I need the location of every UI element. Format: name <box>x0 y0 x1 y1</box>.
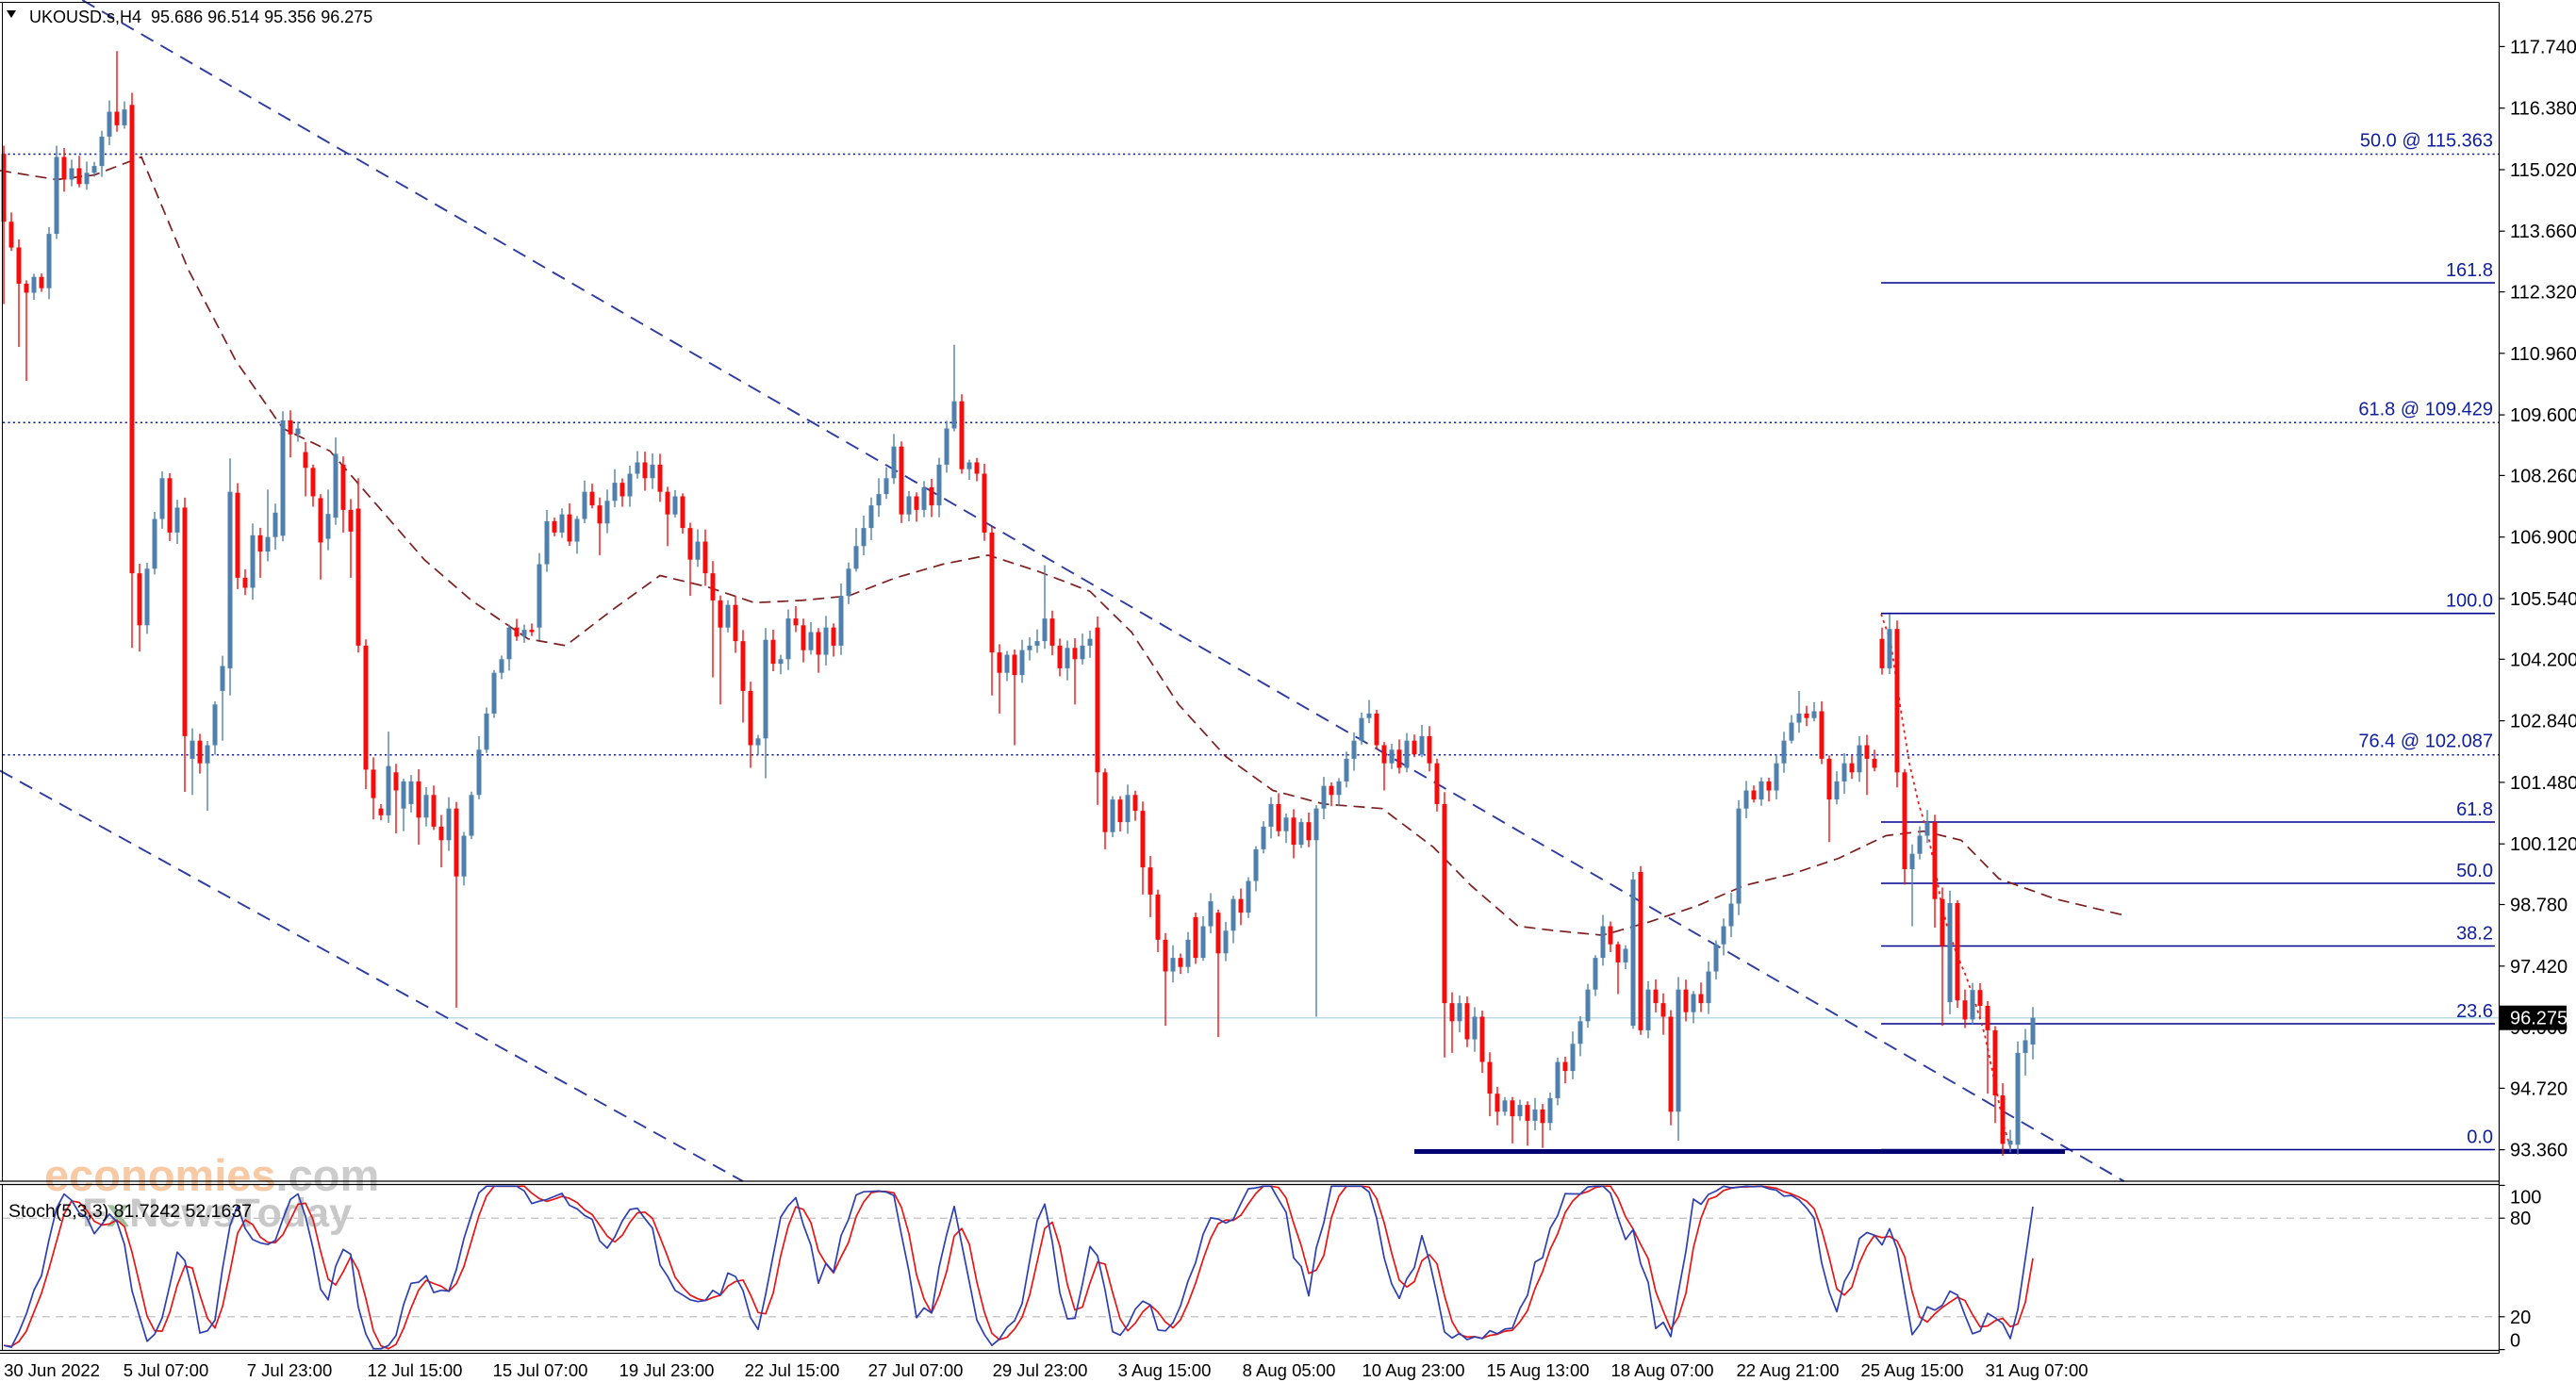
svg-text:100.120: 100.120 <box>2510 834 2576 855</box>
svg-text:61.8: 61.8 <box>2456 799 2493 820</box>
svg-text:12 Jul 15:00: 12 Jul 15:00 <box>368 1360 463 1380</box>
svg-text:105.540: 105.540 <box>2510 589 2576 610</box>
svg-text:161.8: 161.8 <box>2446 260 2493 281</box>
svg-text:8 Aug 05:00: 8 Aug 05:00 <box>1243 1360 1336 1380</box>
svg-text:0: 0 <box>2510 1331 2520 1352</box>
svg-text:104.200: 104.200 <box>2510 650 2576 670</box>
svg-text:117.740: 117.740 <box>2510 37 2576 58</box>
svg-text:50.0 @ 115.363: 50.0 @ 115.363 <box>2360 131 2493 152</box>
svg-text:100.0: 100.0 <box>2446 591 2493 612</box>
svg-text:Stoch(5,3,3) 81.7242 52.1637: Stoch(5,3,3) 81.7242 52.1637 <box>8 1201 252 1222</box>
svg-text:61.8 @ 109.429: 61.8 @ 109.429 <box>2358 399 2493 420</box>
svg-text:22 Aug 21:00: 22 Aug 21:00 <box>1736 1360 1839 1380</box>
svg-text:30 Jun 2022: 30 Jun 2022 <box>4 1360 100 1380</box>
svg-text:10 Aug 23:00: 10 Aug 23:00 <box>1362 1360 1464 1380</box>
svg-text:101.480: 101.480 <box>2510 773 2576 794</box>
svg-text:31 Aug 07:00: 31 Aug 07:00 <box>1985 1360 2088 1380</box>
svg-text:18 Aug 07:00: 18 Aug 07:00 <box>1610 1360 1713 1380</box>
svg-text:25 Aug 15:00: 25 Aug 15:00 <box>1860 1360 1963 1380</box>
svg-text:23.6: 23.6 <box>2456 1001 2493 1022</box>
svg-text:102.840: 102.840 <box>2510 712 2576 732</box>
svg-text:96.275: 96.275 <box>2510 1009 2568 1029</box>
svg-text:93.360: 93.360 <box>2510 1141 2568 1161</box>
svg-text:0.0: 0.0 <box>2467 1127 2493 1148</box>
svg-text:15 Jul 07:00: 15 Jul 07:00 <box>493 1360 588 1380</box>
svg-text:50.0: 50.0 <box>2456 861 2493 881</box>
svg-text:economies.com: economies.com <box>44 1150 379 1200</box>
svg-text:7 Jul 23:00: 7 Jul 23:00 <box>247 1360 333 1380</box>
svg-text:98.780: 98.780 <box>2510 896 2568 916</box>
svg-text:108.260: 108.260 <box>2510 466 2576 486</box>
svg-text:97.420: 97.420 <box>2510 957 2568 978</box>
svg-text:110.960: 110.960 <box>2510 344 2576 365</box>
svg-text:80: 80 <box>2510 1209 2531 1229</box>
svg-text:19 Jul 23:00: 19 Jul 23:00 <box>619 1360 715 1380</box>
svg-text:76.4 @ 102.087: 76.4 @ 102.087 <box>2358 732 2493 752</box>
svg-text:116.380: 116.380 <box>2510 99 2576 120</box>
svg-text:94.720: 94.720 <box>2510 1078 2568 1099</box>
svg-text:112.320: 112.320 <box>2510 283 2576 304</box>
svg-text:106.900: 106.900 <box>2510 528 2576 549</box>
svg-text:22 Jul 15:00: 22 Jul 15:00 <box>745 1360 840 1380</box>
svg-text:20: 20 <box>2510 1308 2531 1328</box>
svg-text:109.600: 109.600 <box>2510 405 2576 426</box>
svg-text:5 Jul 07:00: 5 Jul 07:00 <box>124 1360 209 1380</box>
svg-text:15 Aug 13:00: 15 Aug 13:00 <box>1486 1360 1589 1380</box>
svg-text:27 Jul 07:00: 27 Jul 07:00 <box>868 1360 964 1380</box>
svg-text:38.2: 38.2 <box>2456 924 2493 945</box>
svg-text:FxNewsToday: FxNewsToday <box>82 1191 352 1236</box>
svg-text:UKOUSD.s,H4 95.686 96.514 95.: UKOUSD.s,H4 95.686 96.514 95.356 96.275 <box>29 8 372 26</box>
svg-text:100: 100 <box>2510 1187 2541 1208</box>
svg-text:113.660: 113.660 <box>2510 222 2576 242</box>
svg-text:115.020: 115.020 <box>2510 160 2576 181</box>
svg-text:29 Jul 23:00: 29 Jul 23:00 <box>993 1360 1088 1380</box>
svg-text:3 Aug 15:00: 3 Aug 15:00 <box>1118 1360 1212 1380</box>
